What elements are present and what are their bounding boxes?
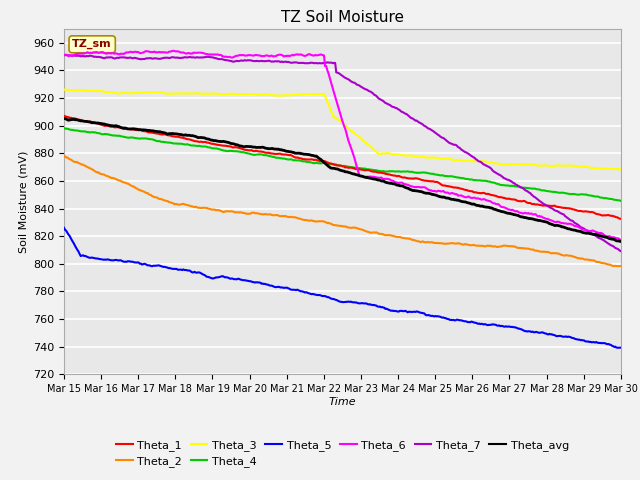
Text: TZ_sm: TZ_sm <box>72 39 112 49</box>
Legend: Theta_1, Theta_2, Theta_3, Theta_4, Theta_5, Theta_6, Theta_7, Theta_avg: Theta_1, Theta_2, Theta_3, Theta_4, Thet… <box>111 435 573 471</box>
Title: TZ Soil Moisture: TZ Soil Moisture <box>281 10 404 25</box>
X-axis label: Time: Time <box>328 397 356 407</box>
Y-axis label: Soil Moisture (mV): Soil Moisture (mV) <box>19 150 29 253</box>
